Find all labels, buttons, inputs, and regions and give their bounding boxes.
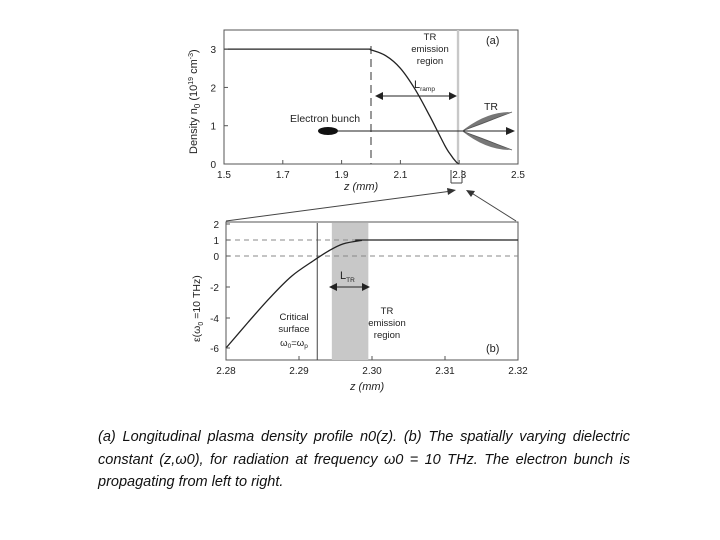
panel-a-length-arrowhead-right [449, 92, 457, 100]
panel-b-y-tick-label: -2 [210, 283, 219, 294]
panel-b-length-arrowhead-right [362, 283, 370, 291]
panel-b-frame [225, 221, 519, 361]
panel-b-y-tick-label: 2 [213, 220, 219, 231]
panel-b-y-tick-label: 0 [213, 252, 219, 263]
panel-a-ylabel: Density n0 (1019 cm-3) [188, 49, 202, 154]
panel-b-x-tick-label: 2.28 [216, 366, 236, 377]
panel-a-y-tick-label: 2 [210, 83, 216, 94]
panel-a-label: (a) [486, 35, 499, 47]
panel-b-x-ticks: 2.28 2.29 2.30 2.31 2.32 [216, 356, 528, 377]
figure: 1.5 1.7 1.9 2.1 2.3 2.5 0 1 2 3 (a) z (mm) Densi… [188, 29, 528, 393]
panel-b-y-ticks: 2 1 0 -2 -4 -6 [210, 220, 230, 355]
panel-a-tr-label: TR [484, 101, 498, 113]
panel-b-x-tick-label: 2.32 [508, 366, 528, 377]
panel-b-y-tick-label: 1 [213, 236, 219, 247]
panel-a-emission-label: TR emission region [411, 32, 449, 67]
panel-b-emission-region [331, 223, 369, 360]
panel-b-ylabel: ε(ω0 =10 THz) [191, 275, 205, 342]
panel-b-critical-label: Critical surface ω0=ωp [278, 312, 309, 350]
panel-a-x-tick-label: 1.5 [217, 170, 231, 181]
panel-b-y-tick-label: -6 [210, 344, 219, 355]
panel-a-y-tick-label: 3 [210, 45, 216, 56]
panel-b-xlabel: z (mm) [349, 381, 385, 393]
panel-b-x-tick-label: 2.31 [435, 366, 455, 377]
panel-a-length-arrowhead-left [375, 92, 383, 100]
panel-a-emission-region [456, 30, 460, 164]
panel-a-y-ticks: 0 1 2 3 [210, 45, 228, 171]
panel-b-x-tick-label: 2.30 [362, 366, 382, 377]
panel-a-x-tick-label: 1.9 [335, 170, 349, 181]
zoom-connector-right [469, 191, 517, 222]
panel-b-length-arrowhead-left [329, 283, 337, 291]
tr-arrow-upper [461, 111, 513, 132]
zoom-connector-left [225, 190, 453, 222]
panel-a-x-tick-label: 1.7 [276, 170, 290, 181]
zoom-connectors [225, 170, 517, 222]
panel-b-y-tick-label: -4 [210, 314, 219, 325]
panel-a-x-tick-label: 2.1 [393, 170, 407, 181]
panel-b-dielectric-curve [225, 239, 519, 349]
zoom-connector-left-arrowhead [447, 188, 456, 195]
panel-b-x-tick-label: 2.29 [289, 366, 309, 377]
figure-caption: (a) Longitudinal plasma density profile … [98, 429, 630, 490]
panel-a-density-curve [224, 48, 460, 165]
panel-a-xlabel: z (mm) [343, 181, 379, 193]
panel-a-y-tick-label: 0 [210, 160, 216, 171]
panel-a-x-ticks: 1.5 1.7 1.9 2.1 2.3 2.5 [217, 160, 525, 181]
panel-a-y-tick-label: 1 [210, 122, 216, 133]
panel-a-bunch-label: Electron bunch [290, 113, 360, 125]
panel-a-density-profile: 1.5 1.7 1.9 2.1 2.3 2.5 0 1 2 3 (a) z (mm) Densi… [188, 29, 525, 193]
tr-arrow-lower [461, 130, 513, 151]
panel-b-emission-label: TR emission region [368, 306, 406, 341]
zoom-connector-right-arrowhead [466, 190, 475, 197]
panel-b-label: (b) [486, 343, 499, 355]
panel-a-x-tick-label: 2.3 [452, 170, 466, 181]
electron-bunch-arrowhead [506, 127, 515, 135]
electron-bunch-icon [318, 127, 338, 135]
panel-a-x-tick-label: 2.5 [511, 170, 525, 181]
panel-b-dielectric: 2.28 2.29 2.30 2.31 2.32 2 1 0 -2 -4 -6 (b) z (mm… [191, 220, 528, 393]
